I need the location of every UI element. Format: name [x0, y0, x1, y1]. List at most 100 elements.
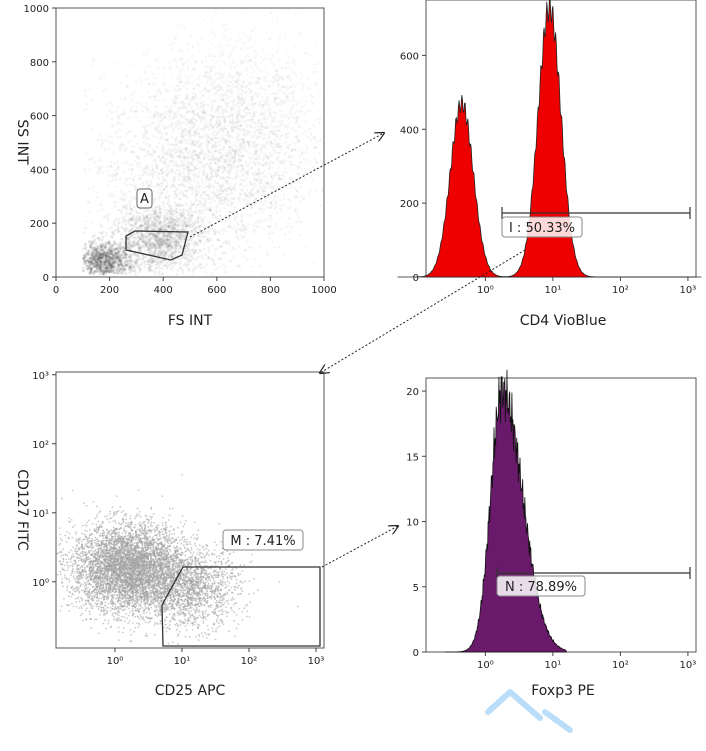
density-point — [167, 163, 171, 167]
density-point — [186, 95, 189, 99]
density-point — [155, 94, 159, 97]
density-point — [176, 269, 180, 272]
density-point — [135, 215, 139, 219]
density-point — [172, 147, 175, 151]
density-point — [251, 194, 255, 197]
density-point — [230, 91, 234, 95]
density-point — [309, 132, 313, 136]
density-point — [231, 149, 235, 153]
density-point — [216, 193, 220, 197]
density-point — [185, 203, 188, 206]
density-point — [180, 67, 184, 71]
density-point — [150, 261, 154, 264]
density-point — [153, 112, 156, 116]
density-point — [203, 208, 206, 212]
density-point — [227, 186, 231, 190]
density-point — [278, 145, 281, 149]
density-point — [209, 201, 212, 205]
density-point — [170, 265, 174, 269]
density-point — [235, 81, 239, 84]
density-point — [223, 168, 226, 171]
density-point — [179, 171, 182, 175]
density-point — [158, 187, 161, 191]
density-point — [220, 256, 224, 260]
density-point — [156, 231, 160, 235]
density-point — [198, 166, 202, 170]
density-point — [290, 177, 293, 180]
density-point — [166, 216, 169, 219]
density-point — [97, 264, 101, 267]
density-point — [165, 131, 168, 134]
density-point — [206, 238, 210, 242]
density-point — [215, 149, 218, 153]
density-point — [221, 95, 224, 99]
density-point — [192, 175, 196, 178]
density-point — [186, 160, 190, 164]
density-point — [185, 180, 188, 183]
density-point — [231, 162, 234, 166]
density-point — [99, 134, 103, 137]
density-point — [199, 196, 203, 200]
density-point — [197, 238, 201, 242]
density-point — [314, 41, 318, 45]
density-point — [234, 150, 238, 154]
density-point — [133, 260, 137, 264]
density-point — [274, 69, 278, 72]
density-point — [227, 170, 230, 174]
density-point — [257, 154, 261, 158]
density-point — [249, 64, 252, 68]
density-point — [270, 18, 274, 22]
density-point — [264, 63, 268, 67]
density-point — [151, 207, 155, 211]
density-point — [224, 241, 228, 245]
density-point — [177, 120, 180, 123]
density-point — [152, 159, 156, 162]
density-point — [217, 160, 221, 163]
density-point — [157, 272, 161, 275]
density-point — [245, 176, 249, 180]
density-point — [183, 252, 187, 256]
density-point — [191, 154, 195, 157]
density-point — [238, 192, 242, 196]
density-point — [95, 248, 98, 251]
density-point — [244, 208, 248, 212]
density-point — [135, 164, 139, 167]
density-point — [113, 185, 117, 188]
density-point — [226, 163, 230, 166]
density-point — [267, 224, 270, 228]
density-point — [132, 90, 136, 94]
density-point — [221, 109, 224, 112]
density-point — [144, 142, 148, 145]
density-point — [180, 245, 183, 249]
density-point — [227, 145, 231, 149]
density-point — [296, 166, 300, 170]
density-point — [171, 224, 175, 228]
density-point — [242, 255, 246, 258]
density-point — [172, 179, 175, 183]
density-point — [157, 232, 161, 235]
density-point — [112, 173, 116, 177]
density-point — [133, 196, 137, 199]
density-point — [209, 190, 213, 194]
density-point — [293, 195, 297, 199]
density-point — [108, 108, 111, 112]
density-point — [153, 212, 156, 216]
density-point — [205, 263, 209, 266]
density-point — [201, 211, 205, 215]
density-point — [196, 42, 200, 46]
density-point — [142, 52, 145, 56]
density-point — [147, 218, 150, 222]
density-point — [161, 156, 165, 160]
density-point — [219, 177, 222, 180]
density-point — [196, 77, 199, 80]
density-point — [245, 132, 249, 136]
density-point — [124, 192, 128, 196]
density-point — [117, 117, 121, 121]
density-point — [273, 96, 276, 99]
density-point — [196, 114, 200, 117]
density-point — [184, 106, 187, 110]
density-point — [90, 253, 94, 257]
density-point — [221, 176, 225, 180]
density-point — [267, 164, 271, 168]
density-point — [196, 153, 200, 157]
